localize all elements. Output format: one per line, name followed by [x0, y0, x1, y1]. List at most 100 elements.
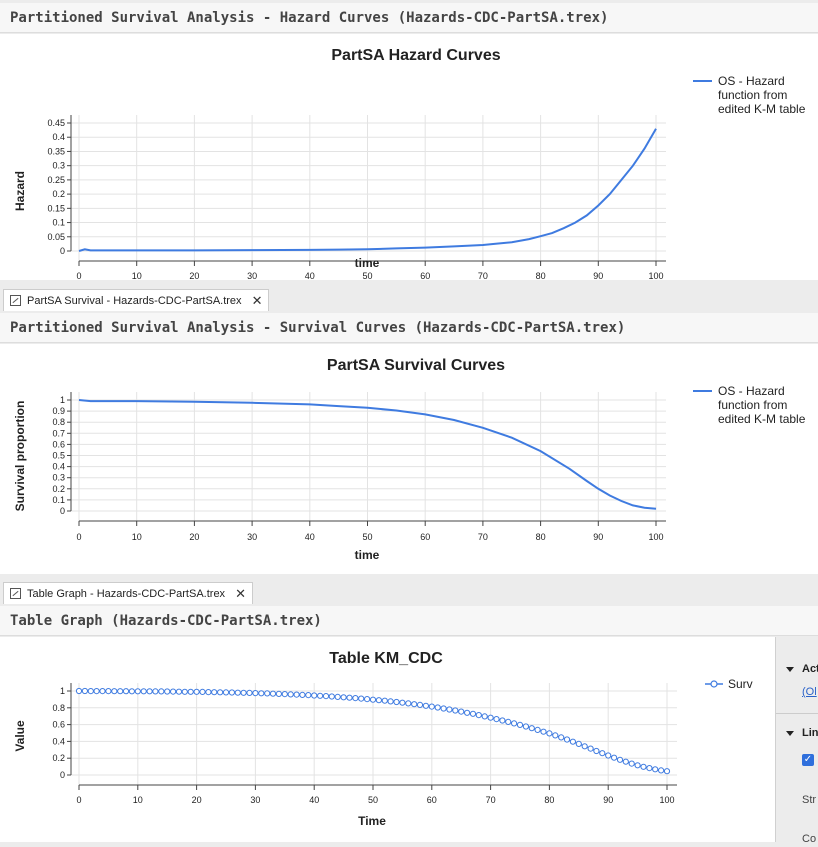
y-tick-label: 0.4 — [52, 132, 65, 142]
data-point — [305, 692, 312, 699]
legend-text-line1: OS - Hazard — [718, 74, 785, 88]
options-link[interactable]: (Ol — [802, 686, 817, 698]
data-point — [540, 728, 547, 735]
x-axis-label: time — [355, 548, 380, 562]
data-point — [528, 725, 535, 732]
x-tick-label: 50 — [368, 795, 378, 805]
data-point — [87, 688, 94, 695]
data-point — [658, 767, 665, 774]
series-checkbox[interactable]: ✓ — [802, 754, 814, 766]
legend-marker-icon — [710, 680, 718, 688]
x-tick-label: 0 — [76, 795, 81, 805]
data-point — [499, 717, 506, 724]
data-point — [128, 688, 135, 695]
x-tick-label: 80 — [544, 795, 554, 805]
section-header-actions[interactable]: Act — [786, 663, 818, 675]
y-tick-label: 0.35 — [47, 146, 65, 156]
panel-header-hazard: Partitioned Survival Analysis - Hazard C… — [0, 3, 818, 33]
y-tick-label: 0 — [60, 506, 65, 516]
survival-chart-panel: PartSA Survival Curves 0 10 20 30 40 50 60 70 80… — [0, 344, 818, 574]
y-tick-label: 1 — [60, 686, 65, 696]
data-point — [358, 695, 365, 702]
data-point — [469, 710, 477, 717]
data-point — [405, 700, 412, 707]
data-point — [158, 688, 165, 695]
triangle-down-icon — [786, 730, 794, 736]
data-point — [646, 765, 653, 772]
chart-series — [78, 128, 657, 252]
data-point — [440, 705, 447, 712]
data-point — [563, 736, 571, 743]
data-point — [458, 708, 465, 715]
x-tick-label: 0 — [76, 532, 81, 542]
y-tick-label: 0.3 — [52, 473, 65, 483]
y-tick-label: 0.4 — [52, 736, 65, 746]
close-icon[interactable]: ✕ — [235, 585, 246, 601]
x-tick-label: 10 — [132, 271, 142, 280]
data-point — [587, 745, 594, 752]
legend-text-line3: edited K-M table — [718, 412, 806, 426]
data-point — [493, 716, 500, 723]
tab-label: PartSA Survival - Hazards-CDC-PartSA.tre… — [27, 294, 242, 307]
data-point — [140, 688, 147, 695]
stroke-label: Str — [802, 794, 817, 806]
y-tick-label: 0.1 — [52, 218, 65, 228]
table-graph-chart: Table KM_CDC 0 10 20 30 40 50 60 70 80 90 100 0 0.2… — [13, 650, 753, 828]
data-point — [364, 696, 371, 703]
data-point — [416, 701, 424, 709]
x-tick-label: 80 — [536, 271, 546, 280]
data-point — [446, 706, 453, 713]
data-point — [222, 689, 230, 696]
data-point — [317, 692, 324, 699]
close-icon[interactable]: ✕ — [251, 292, 263, 308]
data-point — [275, 690, 282, 698]
data-point — [428, 703, 435, 710]
x-tick-label: 30 — [247, 271, 257, 280]
data-point — [234, 689, 241, 696]
data-point — [281, 691, 288, 698]
data-point — [640, 763, 647, 770]
data-point — [422, 702, 429, 709]
y-axis-label: Hazard — [13, 171, 27, 211]
section-header-lines[interactable]: Lin — [786, 727, 818, 739]
data-point — [117, 688, 124, 695]
y-tick-label: 0.25 — [47, 175, 65, 185]
y-tick-label: 0.2 — [52, 189, 65, 199]
y-tick-label: 0.15 — [47, 203, 65, 213]
x-tick-label: 50 — [362, 271, 372, 280]
x-axis-ticks: 0 10 20 30 40 50 60 70 80 90 100 — [76, 784, 677, 805]
data-point — [616, 756, 624, 763]
data-point — [516, 721, 524, 729]
data-point — [581, 743, 588, 750]
hazard-chart-panel: PartSA Hazard Curves 0 10 20 30 40 50 60 70 80 90… — [0, 34, 818, 281]
data-point — [505, 718, 512, 726]
x-axis-ticks: 0 10 20 30 40 50 60 70 80 90 100 — [76, 520, 666, 542]
data-point — [293, 691, 300, 698]
x-tick-label: 60 — [420, 271, 430, 280]
tab-partsa-survival[interactable]: PartSA Survival - Hazards-CDC-PartSA.tre… — [3, 289, 270, 311]
data-point — [628, 760, 635, 767]
data-point — [334, 693, 341, 701]
data-point — [593, 747, 600, 755]
tab-table-graph[interactable]: Table Graph - Hazards-CDC-PartSA.trex ✕ — [3, 582, 253, 604]
data-point — [146, 688, 153, 695]
series-line — [78, 128, 657, 252]
x-tick-label: 40 — [305, 271, 315, 280]
chart-icon — [10, 295, 21, 306]
legend-text-line3: edited K-M table — [718, 102, 806, 116]
chart-grid — [71, 683, 677, 785]
data-point — [311, 692, 318, 699]
data-point — [258, 690, 265, 697]
data-point — [211, 689, 218, 696]
data-point — [558, 734, 565, 741]
data-point — [93, 688, 100, 695]
data-point — [663, 768, 671, 775]
y-tick-label: 0.45 — [47, 118, 65, 128]
chart-title: PartSA Survival Curves — [327, 357, 505, 374]
data-point — [546, 730, 553, 737]
x-tick-label: 70 — [478, 271, 488, 280]
data-point — [622, 758, 629, 765]
panel-header-survival: Partitioned Survival Analysis - Survival… — [0, 313, 818, 343]
data-point — [322, 693, 330, 700]
data-point — [328, 693, 335, 700]
